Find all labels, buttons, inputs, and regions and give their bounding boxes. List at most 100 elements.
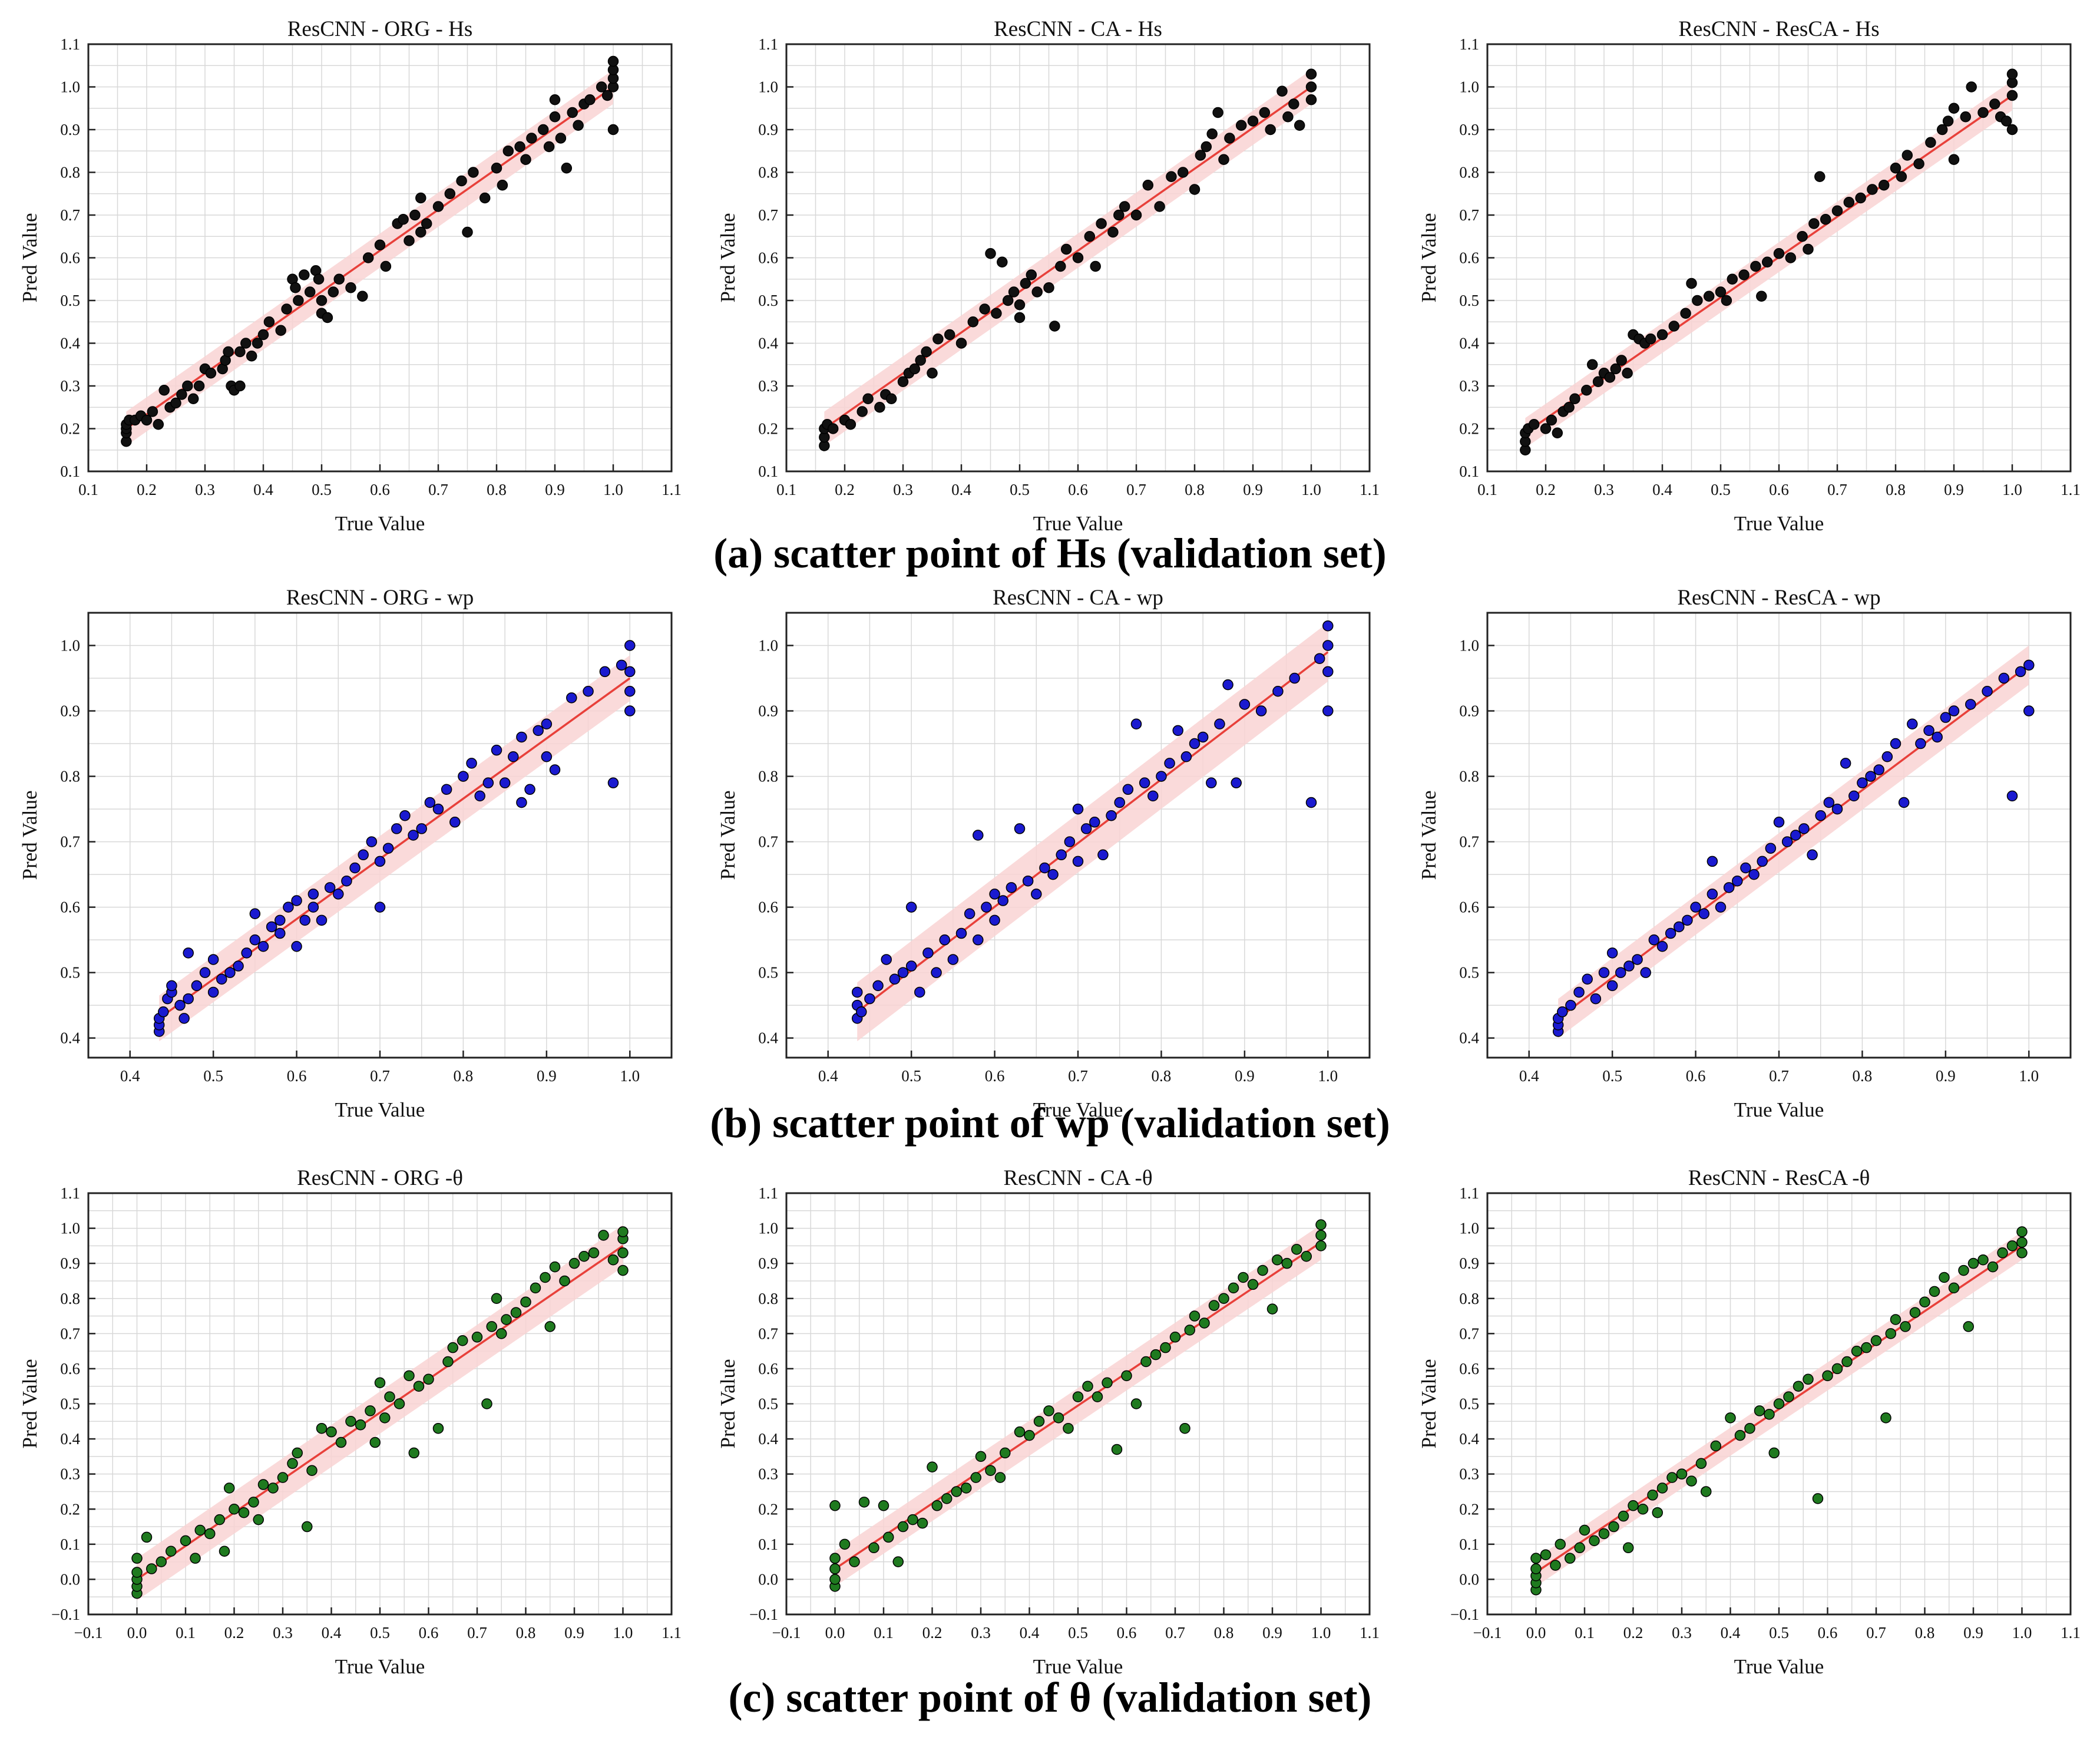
data-point xyxy=(1913,158,1924,170)
x-axis-label: True Value xyxy=(335,1655,425,1678)
data-point xyxy=(617,1264,629,1276)
data-point xyxy=(1573,986,1585,998)
x-tick-label: 0.4 xyxy=(951,481,971,498)
data-point xyxy=(1727,273,1738,285)
y-tick-label: 0.8 xyxy=(758,164,778,181)
y-tick-label: 0.8 xyxy=(758,768,778,785)
data-point xyxy=(1948,154,1960,165)
x-tick-label: 0.6 xyxy=(1686,1067,1706,1085)
data-point xyxy=(1732,875,1743,887)
data-point xyxy=(283,901,294,913)
data-point xyxy=(447,1342,458,1353)
x-tick-label: 0.2 xyxy=(1536,481,1556,498)
x-tick-label: 0.3 xyxy=(1594,481,1614,498)
data-point xyxy=(147,406,158,417)
data-point xyxy=(1122,784,1134,795)
y-axis-label: Pred Value xyxy=(1417,1359,1440,1449)
x-tick-label: 1.0 xyxy=(2019,1067,2039,1085)
data-point xyxy=(241,947,252,959)
y-tick-label: 0.2 xyxy=(758,420,778,438)
y-tick-label: 0.1 xyxy=(60,463,80,480)
data-point xyxy=(1721,295,1732,306)
y-tick-label: 0.6 xyxy=(1459,1360,1479,1378)
data-point xyxy=(369,1437,381,1448)
data-point xyxy=(1785,252,1797,263)
data-point xyxy=(141,1531,153,1543)
data-point xyxy=(291,941,302,952)
data-point xyxy=(1861,1342,1872,1353)
data-point xyxy=(1154,201,1165,212)
data-point xyxy=(1656,941,1668,952)
data-point xyxy=(1111,1444,1123,1455)
data-point xyxy=(1768,1447,1780,1459)
y-tick-label: 0.8 xyxy=(1459,164,1479,181)
data-point xyxy=(1890,163,1901,174)
x-tick-label: 0.3 xyxy=(273,1624,293,1642)
data-point xyxy=(1184,1325,1195,1336)
data-point xyxy=(874,402,885,413)
data-point xyxy=(322,312,333,323)
data-point xyxy=(541,751,553,762)
data-point xyxy=(530,1282,541,1294)
y-tick-label: 1.0 xyxy=(60,78,80,96)
y-tick-label: 0.7 xyxy=(758,833,778,851)
data-point xyxy=(905,901,917,913)
y-tick-label: 0.4 xyxy=(60,1029,80,1047)
data-point xyxy=(827,423,839,434)
data-point xyxy=(1530,1563,1542,1574)
data-point xyxy=(1900,1321,1911,1332)
data-point xyxy=(1632,954,1643,965)
data-point xyxy=(1189,184,1201,195)
data-point xyxy=(881,954,892,965)
data-point xyxy=(2006,90,2018,101)
x-tick-label: 1.1 xyxy=(662,481,682,498)
caption-wp: (b) scatter point of wp (validation set) xyxy=(710,1099,1390,1147)
data-point xyxy=(1940,712,1952,723)
data-point xyxy=(379,1412,391,1424)
y-axis-label: Pred Value xyxy=(1417,791,1440,880)
data-point xyxy=(2006,68,2018,80)
data-point xyxy=(2016,1247,2028,1259)
data-point xyxy=(914,986,925,998)
data-point xyxy=(1272,1254,1283,1266)
data-point xyxy=(897,1521,909,1533)
data-point xyxy=(1710,1440,1721,1452)
x-tick-label: 0.5 xyxy=(1711,481,1731,498)
data-point xyxy=(355,1419,366,1431)
data-point xyxy=(1865,771,1876,782)
data-point xyxy=(944,329,955,341)
data-point xyxy=(1919,1296,1930,1307)
x-axis-label: True Value xyxy=(1734,512,1824,535)
x-tick-label: 0.5 xyxy=(1068,1624,1088,1642)
data-point xyxy=(1958,1264,1969,1276)
data-point xyxy=(1199,1317,1210,1329)
data-point xyxy=(1208,1300,1220,1311)
y-tick-label: 0.6 xyxy=(1459,899,1479,916)
data-point xyxy=(1072,803,1084,815)
fit-line xyxy=(856,651,1329,1013)
x-tick-label: 0.6 xyxy=(1068,481,1088,498)
x-tick-label: 0.5 xyxy=(203,1067,223,1085)
y-tick-label: −0.1 xyxy=(749,1606,778,1623)
data-point xyxy=(1201,141,1212,153)
data-point xyxy=(1857,777,1868,788)
data-point xyxy=(457,1335,468,1346)
data-point xyxy=(981,901,992,913)
data-point xyxy=(304,286,316,298)
data-point xyxy=(1049,321,1060,332)
y-tick-label: 0.0 xyxy=(60,1570,80,1588)
data-point xyxy=(1294,120,1305,131)
data-point xyxy=(252,338,263,349)
x-tick-label: 0.5 xyxy=(1602,1067,1622,1085)
data-point xyxy=(1224,133,1235,144)
data-point xyxy=(1880,1412,1891,1424)
y-tick-label: 0.8 xyxy=(1459,1290,1479,1307)
data-point xyxy=(526,133,537,144)
data-point xyxy=(333,889,344,900)
data-point xyxy=(141,414,153,426)
y-tick-label: 0.2 xyxy=(1459,1500,1479,1518)
data-point xyxy=(1915,738,1926,749)
data-point xyxy=(1841,1356,1853,1368)
data-point xyxy=(1987,1261,1999,1273)
data-point xyxy=(1823,797,1835,808)
